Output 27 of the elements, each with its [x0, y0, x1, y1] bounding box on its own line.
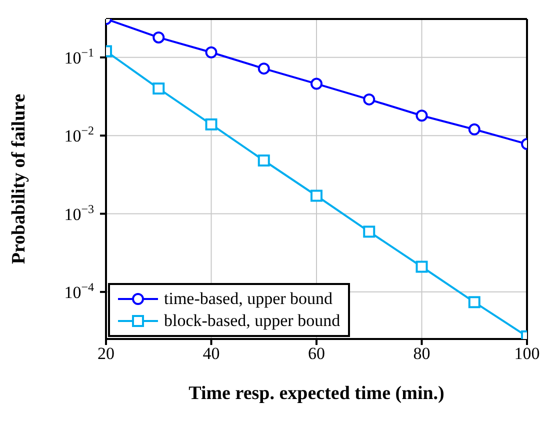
- point: [416, 260, 428, 273]
- point: [258, 62, 270, 75]
- y-tick-label: 10$^{−3}$: [64, 202, 94, 224]
- x-axis-title: Time resp. expected time (min.): [188, 383, 444, 404]
- y-axis-title: Probability of failure: [8, 94, 30, 264]
- point: [205, 46, 218, 58]
- x-tick-label: 80: [413, 344, 430, 364]
- point: [468, 123, 480, 136]
- point: [310, 190, 322, 202]
- legend-label: block-based, upper bound: [164, 310, 340, 332]
- x-tick-label: 40: [202, 344, 220, 364]
- y-tick-label: 10$^{−4}$: [64, 280, 94, 302]
- point: [152, 82, 165, 95]
- point: [205, 118, 218, 130]
- x-tick-label: 20: [98, 344, 114, 364]
- point: [363, 93, 376, 106]
- x-tick-label: 60: [308, 344, 325, 364]
- point: [258, 154, 270, 167]
- point: [416, 110, 428, 122]
- point: [363, 226, 376, 238]
- point: [468, 296, 480, 308]
- point: [310, 78, 322, 90]
- point: [152, 31, 165, 44]
- y-tick-label: 10$^{−1}$: [64, 45, 94, 68]
- legend-label: time-based, upper bound: [164, 288, 333, 310]
- y-tick-label: 10$^{−2}$: [64, 124, 94, 146]
- x-tick-label: 100: [514, 344, 540, 364]
